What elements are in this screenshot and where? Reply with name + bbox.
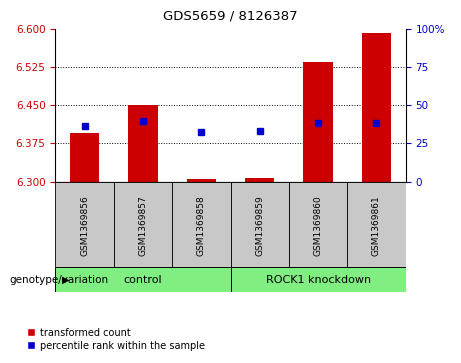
Text: ▶: ▶ [62,275,70,285]
FancyBboxPatch shape [289,182,347,267]
Text: GSM1369860: GSM1369860 [313,196,323,256]
Bar [128,105,158,182]
Bar [70,133,99,182]
FancyBboxPatch shape [55,267,230,292]
Text: ROCK1 knockdown: ROCK1 knockdown [266,274,371,285]
Text: control: control [124,274,162,285]
Bar [245,178,274,182]
Text: GSM1369857: GSM1369857 [138,196,148,256]
FancyBboxPatch shape [172,182,230,267]
Text: genotype/variation: genotype/variation [9,275,108,285]
Bar [362,33,391,182]
Bar [187,179,216,182]
FancyBboxPatch shape [230,267,406,292]
FancyBboxPatch shape [347,182,406,267]
Text: GSM1369861: GSM1369861 [372,196,381,256]
FancyBboxPatch shape [55,182,114,267]
Bar [303,62,333,182]
Text: GDS5659 / 8126387: GDS5659 / 8126387 [163,9,298,22]
Text: GSM1369858: GSM1369858 [197,196,206,256]
Text: GSM1369859: GSM1369859 [255,196,264,256]
Text: GSM1369856: GSM1369856 [80,196,89,256]
FancyBboxPatch shape [230,182,289,267]
FancyBboxPatch shape [114,182,172,267]
Legend: transformed count, percentile rank within the sample: transformed count, percentile rank withi… [24,324,209,355]
